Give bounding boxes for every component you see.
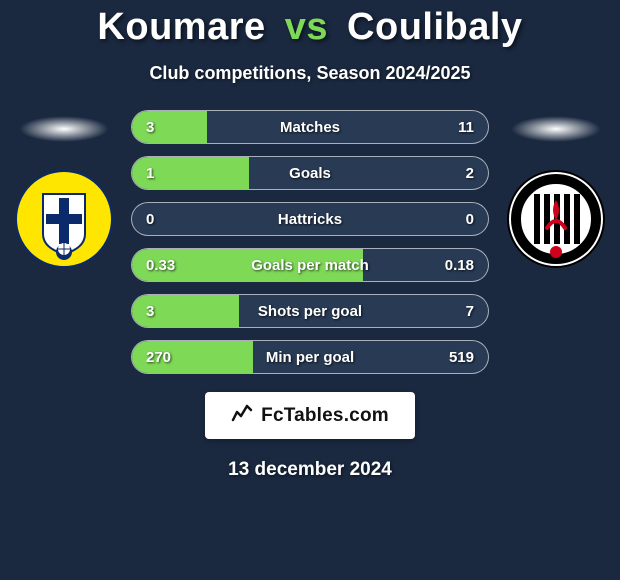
stat-pill: 1Goals2 — [131, 156, 489, 190]
stat-label: Hattricks — [204, 211, 416, 228]
infographic-root: Koumare vs Coulibaly Club competitions, … — [0, 0, 620, 580]
stat-label: Goals — [204, 165, 416, 182]
stat-label: Goals per match — [204, 257, 416, 274]
main-row: 3Matches111Goals20Hattricks00.33Goals pe… — [0, 110, 620, 374]
stats-column: 3Matches111Goals20Hattricks00.33Goals pe… — [131, 110, 489, 374]
stat-value-left: 0 — [132, 211, 204, 228]
stat-value-right: 11 — [416, 119, 488, 136]
stat-pill: 0Hattricks0 — [131, 202, 489, 236]
stat-value-right: 0 — [416, 211, 488, 228]
stat-value-left: 0.33 — [132, 257, 204, 274]
player2-halo — [511, 116, 601, 142]
stat-pill: 3Shots per goal7 — [131, 294, 489, 328]
stat-pill: 0.33Goals per match0.18 — [131, 248, 489, 282]
brand-text: FcTables.com — [261, 405, 389, 427]
brand-badge[interactable]: FcTables.com — [205, 392, 415, 439]
stat-value-left: 1 — [132, 165, 204, 182]
stat-label: Matches — [204, 119, 416, 136]
stat-value-right: 7 — [416, 303, 488, 320]
date-text: 13 december 2024 — [228, 459, 392, 481]
right-side — [507, 110, 605, 268]
stat-value-right: 519 — [416, 349, 488, 366]
player2-name: Coulibaly — [347, 6, 523, 48]
stat-value-left: 270 — [132, 349, 204, 366]
stat-pill: 3Matches11 — [131, 110, 489, 144]
player1-name: Koumare — [97, 6, 265, 48]
left-side — [15, 110, 113, 268]
stat-label: Min per goal — [204, 349, 416, 366]
player1-halo — [19, 116, 109, 142]
al-jazira-logo-icon — [507, 170, 605, 268]
stat-pill: 270Min per goal519 — [131, 340, 489, 374]
stat-value-left: 3 — [132, 303, 204, 320]
stat-value-left: 3 — [132, 119, 204, 136]
stat-value-right: 0.18 — [416, 257, 488, 274]
page-title: Koumare vs Coulibaly — [97, 6, 522, 49]
player1-club-logo — [15, 170, 113, 268]
vs-text: vs — [285, 6, 328, 48]
player2-club-logo — [507, 170, 605, 268]
subtitle: Club competitions, Season 2024/2025 — [149, 63, 470, 84]
stat-label: Shots per goal — [204, 303, 416, 320]
brand-logo-icon — [231, 402, 253, 429]
inter-zapresic-logo-icon — [15, 170, 113, 268]
stat-value-right: 2 — [416, 165, 488, 182]
